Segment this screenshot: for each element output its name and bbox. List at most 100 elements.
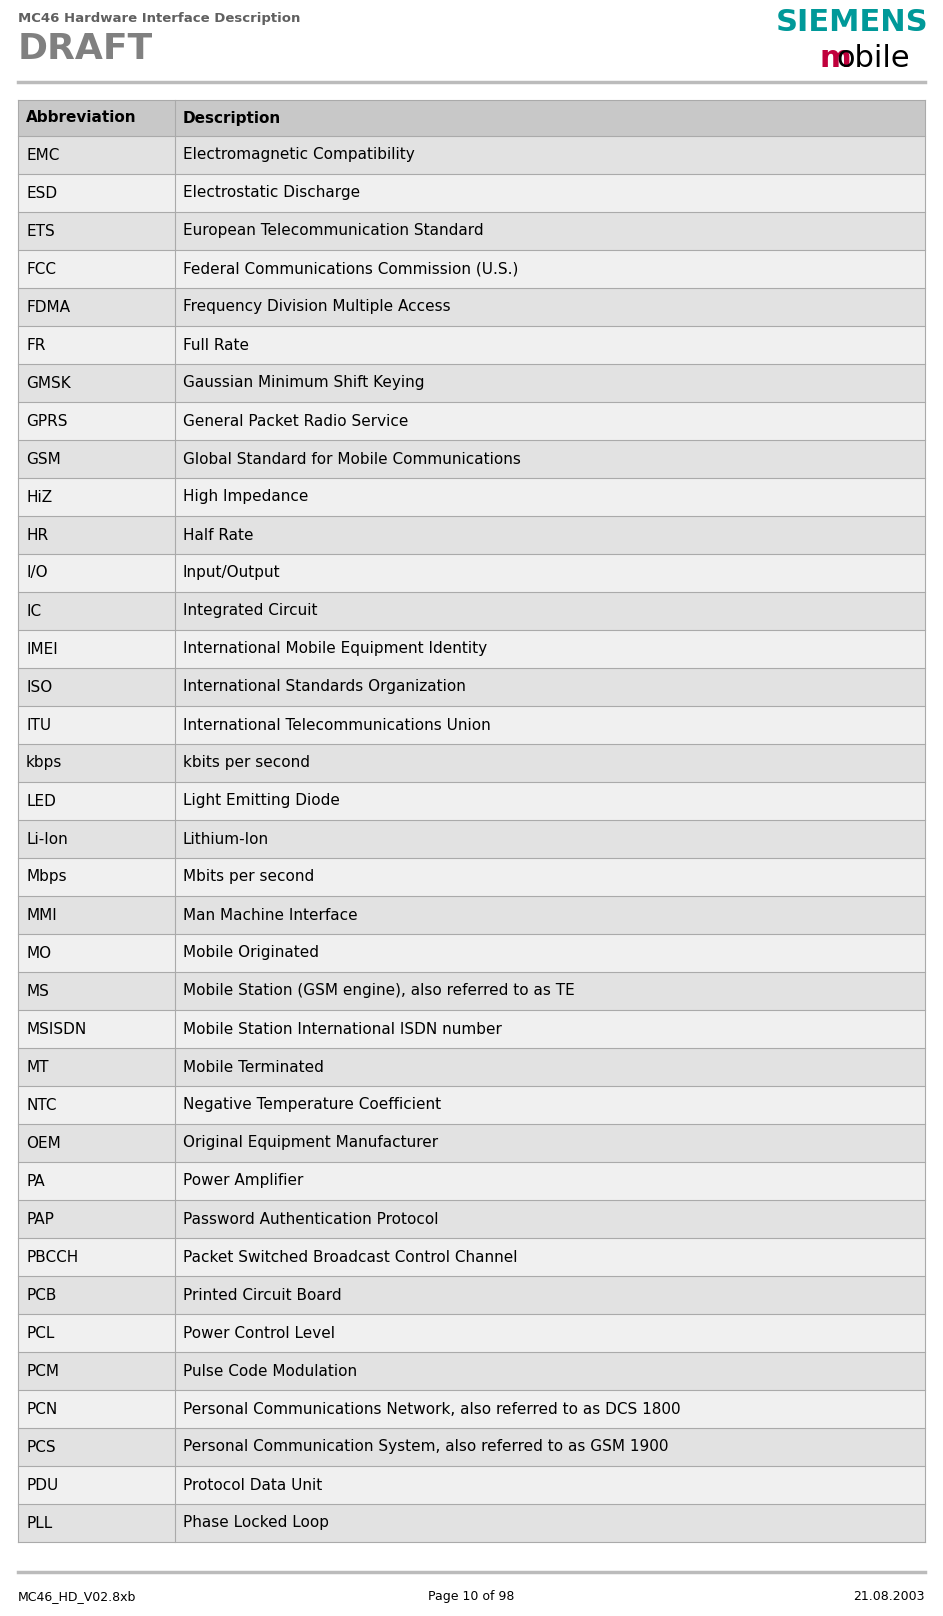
Bar — [18, 1201, 925, 1238]
Bar — [18, 1466, 925, 1504]
Text: Negative Temperature Coefficient: Negative Temperature Coefficient — [183, 1097, 441, 1112]
Text: EMC: EMC — [26, 147, 59, 163]
Bar — [18, 591, 925, 630]
Bar — [18, 630, 925, 667]
Text: Packet Switched Broadcast Control Channel: Packet Switched Broadcast Control Channe… — [183, 1249, 518, 1264]
Text: PDU: PDU — [26, 1477, 58, 1493]
Text: m: m — [820, 44, 852, 73]
Bar — [18, 1010, 925, 1049]
Text: ETS: ETS — [26, 223, 55, 239]
Text: PA: PA — [26, 1173, 44, 1188]
Text: IMEI: IMEI — [26, 642, 58, 656]
Bar — [18, 819, 925, 858]
Text: Phase Locked Loop: Phase Locked Loop — [183, 1516, 329, 1530]
Bar — [18, 326, 925, 364]
Bar — [18, 1314, 925, 1353]
Text: Frequency Division Multiple Access: Frequency Division Multiple Access — [183, 299, 451, 315]
Text: Gaussian Minimum Shift Keying: Gaussian Minimum Shift Keying — [183, 375, 424, 391]
Text: Man Machine Interface: Man Machine Interface — [183, 908, 357, 923]
Text: MO: MO — [26, 945, 51, 960]
Bar — [18, 1125, 925, 1162]
Text: Mbits per second: Mbits per second — [183, 869, 314, 884]
Text: ISO: ISO — [26, 679, 52, 695]
Text: Electromagnetic Compatibility: Electromagnetic Compatibility — [183, 147, 415, 163]
Bar — [18, 136, 925, 175]
Bar — [18, 1049, 925, 1086]
Text: IC: IC — [26, 603, 41, 619]
Text: Original Equipment Manufacturer: Original Equipment Manufacturer — [183, 1136, 438, 1151]
Text: PCM: PCM — [26, 1364, 59, 1378]
Text: 21.08.2003: 21.08.2003 — [853, 1590, 925, 1603]
Bar — [18, 1390, 925, 1429]
Text: Li-Ion: Li-Ion — [26, 832, 68, 847]
Text: High Impedance: High Impedance — [183, 490, 308, 504]
Bar — [18, 212, 925, 250]
Text: FCC: FCC — [26, 262, 56, 276]
Text: PCB: PCB — [26, 1288, 57, 1302]
Text: International Telecommunications Union: International Telecommunications Union — [183, 718, 490, 732]
Bar — [18, 516, 925, 554]
Text: FR: FR — [26, 338, 45, 352]
Bar — [18, 667, 925, 706]
Text: Input/Output: Input/Output — [183, 566, 281, 580]
Bar — [18, 1086, 925, 1125]
Text: Mbps: Mbps — [26, 869, 67, 884]
Text: Mobile Originated: Mobile Originated — [183, 945, 319, 960]
Text: Page 10 of 98: Page 10 of 98 — [428, 1590, 514, 1603]
Text: Mobile Station (GSM engine), also referred to as TE: Mobile Station (GSM engine), also referr… — [183, 984, 574, 999]
Text: NTC: NTC — [26, 1097, 57, 1112]
Text: Protocol Data Unit: Protocol Data Unit — [183, 1477, 323, 1493]
Text: Description: Description — [183, 110, 281, 126]
Text: SIEMENS: SIEMENS — [775, 8, 928, 37]
Text: GPRS: GPRS — [26, 414, 68, 428]
Bar — [18, 782, 925, 819]
Text: GSM: GSM — [26, 451, 60, 467]
Bar — [18, 440, 925, 478]
Text: Global Standard for Mobile Communications: Global Standard for Mobile Communication… — [183, 451, 521, 467]
Text: HR: HR — [26, 527, 48, 543]
Text: International Mobile Equipment Identity: International Mobile Equipment Identity — [183, 642, 488, 656]
Text: obile: obile — [836, 44, 910, 73]
Text: Electrostatic Discharge: Electrostatic Discharge — [183, 186, 360, 200]
Bar — [18, 1238, 925, 1277]
Bar — [18, 1429, 925, 1466]
Text: I/O: I/O — [26, 566, 48, 580]
Text: PCL: PCL — [26, 1325, 55, 1341]
Text: ESD: ESD — [26, 186, 58, 200]
Text: Power Amplifier: Power Amplifier — [183, 1173, 304, 1188]
Bar — [18, 250, 925, 288]
Bar — [18, 895, 925, 934]
Text: PBCCH: PBCCH — [26, 1249, 78, 1264]
Bar — [18, 706, 925, 743]
Text: kbps: kbps — [26, 756, 62, 771]
Text: PCS: PCS — [26, 1440, 56, 1454]
Text: MT: MT — [26, 1060, 48, 1075]
Text: kbits per second: kbits per second — [183, 756, 310, 771]
Bar — [18, 971, 925, 1010]
Text: DRAFT: DRAFT — [18, 32, 154, 66]
Text: Full Rate: Full Rate — [183, 338, 249, 352]
Text: MC46_HD_V02.8xb: MC46_HD_V02.8xb — [18, 1590, 137, 1603]
Text: Mobile Terminated: Mobile Terminated — [183, 1060, 323, 1075]
Bar — [18, 364, 925, 402]
Text: MC46 Hardware Interface Description: MC46 Hardware Interface Description — [18, 11, 301, 24]
Text: MSISDN: MSISDN — [26, 1021, 86, 1036]
Text: PAP: PAP — [26, 1212, 54, 1227]
Text: Abbreviation: Abbreviation — [26, 110, 137, 126]
Text: International Standards Organization: International Standards Organization — [183, 679, 466, 695]
Bar — [18, 1353, 925, 1390]
Text: Password Authentication Protocol: Password Authentication Protocol — [183, 1212, 438, 1227]
Bar — [18, 858, 925, 895]
Text: MS: MS — [26, 984, 49, 999]
Bar — [18, 478, 925, 516]
Bar — [18, 175, 925, 212]
Bar — [18, 1162, 925, 1201]
Text: European Telecommunication Standard: European Telecommunication Standard — [183, 223, 484, 239]
Bar — [18, 1504, 925, 1542]
Text: Personal Communications Network, also referred to as DCS 1800: Personal Communications Network, also re… — [183, 1401, 681, 1417]
Text: GMSK: GMSK — [26, 375, 71, 391]
Text: PLL: PLL — [26, 1516, 52, 1530]
Text: Power Control Level: Power Control Level — [183, 1325, 335, 1341]
Bar — [18, 288, 925, 326]
Text: ITU: ITU — [26, 718, 51, 732]
